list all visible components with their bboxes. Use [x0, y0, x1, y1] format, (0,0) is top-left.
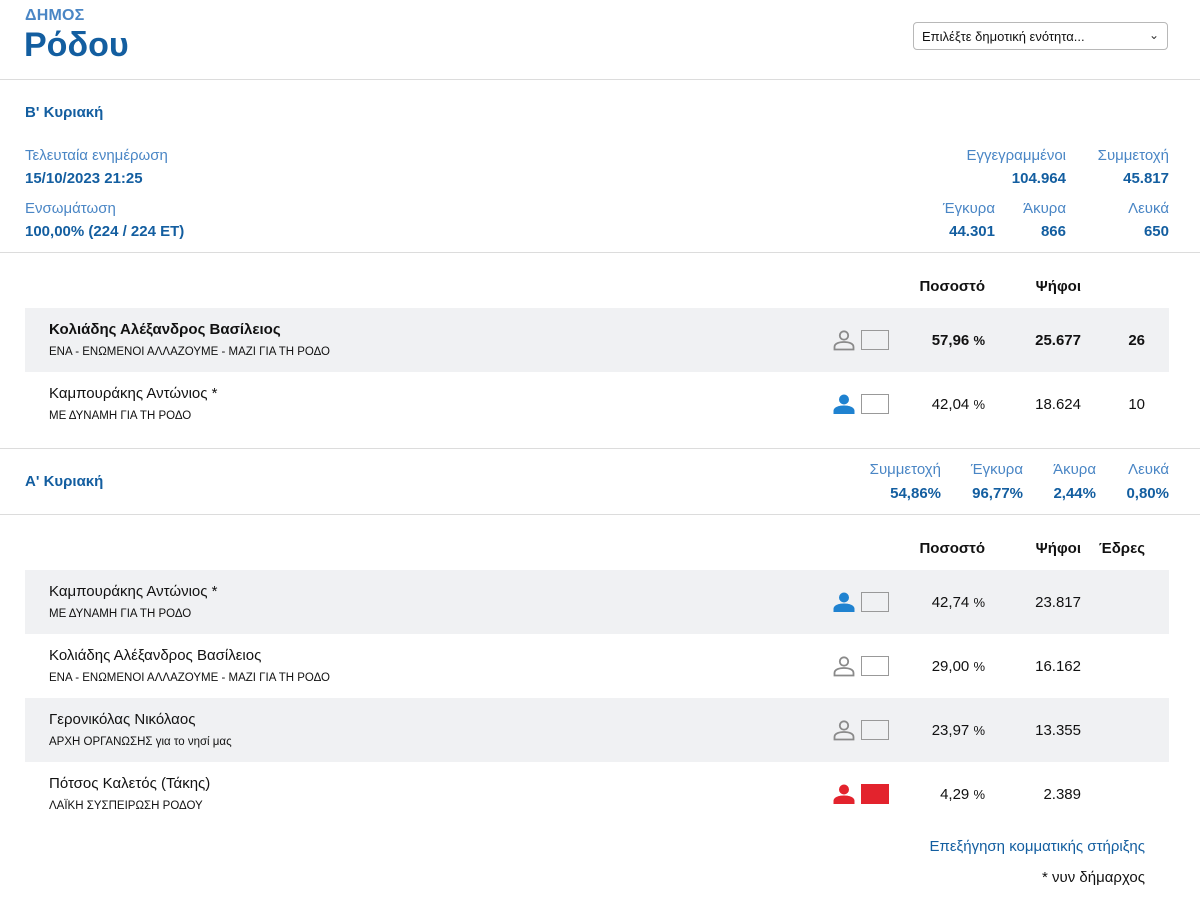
candidate-name: Καμπουράκης Αντώνιος *	[49, 583, 218, 600]
municipality-label: ΔΗΜΟΣ	[25, 7, 85, 24]
candidate-name: Γερονικόλας Νικόλαος	[49, 711, 196, 728]
blank-value: 650	[1143, 223, 1169, 240]
divider	[0, 252, 1200, 253]
registered-label: Εγγεγραμμένοι	[966, 147, 1066, 164]
seat-count: 10	[1128, 396, 1145, 413]
blank-label: Λευκά	[1128, 200, 1169, 217]
percent-value: 23,97	[931, 722, 970, 739]
page-title: Ρόδου	[24, 26, 129, 64]
party-color-swatch	[861, 330, 889, 350]
vote-percent: 42,74 %	[932, 594, 985, 611]
percent-unit: %	[973, 397, 985, 412]
candidate-name: Κολιάδης Αλέξανδρος Βασίλειος	[49, 321, 281, 338]
vote-percent: 29,00 %	[932, 658, 985, 675]
table-row[interactable]: Κολιάδης Αλέξανδρος Βασίλειος ΕΝΑ - ΕΝΩΜ…	[25, 308, 1169, 372]
party-name: ΜΕ ΔΥΝΑΜΗ ΓΙΑ ΤΗ ΡΟΔΟ	[49, 410, 192, 422]
person-outline-icon	[833, 330, 855, 351]
page-header: ΔΗΜΟΣ Ρόδου Επιλέξτε δημοτική ενότητα...…	[0, 0, 1200, 80]
party-color-swatch	[861, 784, 889, 804]
chevron-down-icon: ⌄	[1148, 28, 1159, 42]
percent-unit: %	[973, 595, 985, 610]
percent-value: 4,29	[940, 786, 970, 803]
party-name: ΜΕ ΔΥΝΑΜΗ ΓΙΑ ΤΗ ΡΟΔΟ	[49, 608, 192, 620]
vote-count: 13.355	[1035, 722, 1081, 739]
invalid-label: Άκυρα	[1023, 200, 1066, 217]
seat-count: 26	[1128, 332, 1145, 349]
invalid-value: 2,44%	[1053, 485, 1096, 502]
percent-unit: %	[973, 723, 985, 738]
column-header-votes: Ψήφοι	[1035, 540, 1081, 557]
vote-percent: 42,04 %	[932, 396, 985, 413]
party-color-swatch	[861, 394, 889, 414]
valid-value: 44.301	[949, 223, 995, 240]
table-row[interactable]: Κολιάδης Αλέξανδρος Βασίλειος ΕΝΑ - ΕΝΩΜ…	[25, 634, 1169, 698]
column-header-seats: Έδρες	[1098, 540, 1145, 557]
vote-percent: 57,96 %	[932, 332, 985, 349]
column-header-votes: Ψήφοι	[1035, 278, 1081, 295]
blank-label: Λευκά	[1128, 461, 1169, 478]
vote-count: 16.162	[1035, 658, 1081, 675]
percent-unit: %	[973, 787, 985, 802]
integration-label: Ενσωμάτωση	[25, 200, 116, 217]
table-row[interactable]: Καμπουράκης Αντώνιος * ΜΕ ΔΥΝΑΜΗ ΓΙΑ ΤΗ …	[25, 372, 1169, 436]
select-value: Επιλέξτε δημοτική ενότητα...	[922, 29, 1085, 44]
valid-label: Έγκυρα	[970, 461, 1023, 478]
person-filled-icon	[833, 592, 855, 612]
party-color-swatch	[861, 720, 889, 740]
incumbent-footnote: * νυν δήμαρχος	[1042, 869, 1145, 886]
last-update-value: 15/10/2023 21:25	[25, 170, 143, 187]
vote-count: 18.624	[1035, 396, 1081, 413]
party-name: ΕΝΑ - ΕΝΩΜΕΝΟΙ ΑΛΛΑΖΟΥΜΕ - ΜΑΖΙ ΓΙΑ ΤΗ Ρ…	[49, 672, 331, 684]
party-color-swatch	[861, 592, 889, 612]
blank-value: 0,80%	[1126, 485, 1169, 502]
invalid-value: 866	[1040, 223, 1066, 240]
percent-value: 42,74	[931, 594, 970, 611]
party-name: ΑΡΧΗ ΟΡΓΑΝΩΣΗΣ για το νησί μας	[49, 736, 232, 748]
table-row[interactable]: Πότσος Καλετός (Τάκης) ΛΑΪΚΗ ΣΥΣΠΕΙΡΩΣΗ …	[25, 762, 1169, 826]
divider	[0, 514, 1200, 515]
percent-unit: %	[973, 333, 985, 348]
vote-count: 23.817	[1035, 594, 1081, 611]
party-name: ΕΝΑ - ΕΝΩΜΕΝΟΙ ΑΛΛΑΖΟΥΜΕ - ΜΑΖΙ ΓΙΑ ΤΗ Ρ…	[49, 346, 331, 358]
percent-value: 29,00	[931, 658, 970, 675]
candidate-name: Καμπουράκης Αντώνιος *	[49, 385, 218, 402]
person-filled-icon	[833, 394, 855, 414]
divider	[0, 448, 1200, 449]
valid-value: 96,77%	[972, 485, 1023, 502]
turnout-value: 45.817	[1123, 170, 1169, 187]
turnout-value: 54,86%	[890, 485, 941, 502]
person-filled-red-icon	[833, 784, 855, 804]
column-header-percent: Ποσοστό	[919, 540, 985, 557]
person-outline-icon	[833, 720, 855, 741]
round-b-title: Β' Κυριακή	[25, 104, 104, 121]
valid-label: Έγκυρα	[942, 200, 995, 217]
vote-percent: 23,97 %	[932, 722, 985, 739]
percent-value: 57,96	[931, 332, 970, 349]
municipal-unit-select[interactable]: Επιλέξτε δημοτική ενότητα... ⌄	[913, 22, 1168, 50]
last-update-label: Τελευταία ενημέρωση	[25, 147, 168, 164]
candidate-name: Κολιάδης Αλέξανδρος Βασίλειος	[49, 647, 262, 664]
party-support-explanation-link[interactable]: Επεξήγηση κομματικής στήριξης	[929, 838, 1145, 855]
vote-count: 25.677	[1035, 332, 1081, 349]
vote-percent: 4,29 %	[940, 786, 985, 803]
turnout-label: Συμμετοχή	[1097, 147, 1169, 164]
party-name: ΛΑΪΚΗ ΣΥΣΠΕΙΡΩΣΗ ΡΟΔΟΥ	[49, 800, 203, 812]
table-row[interactable]: Καμπουράκης Αντώνιος * ΜΕ ΔΥΝΑΜΗ ΓΙΑ ΤΗ …	[25, 570, 1169, 634]
person-outline-icon	[833, 656, 855, 677]
percent-value: 42,04	[931, 396, 970, 413]
integration-value: 100,00% (224 / 224 ΕΤ)	[25, 223, 185, 240]
percent-unit: %	[973, 659, 985, 674]
table-row[interactable]: Γερονικόλας Νικόλαος ΑΡΧΗ ΟΡΓΑΝΩΣΗΣ για …	[25, 698, 1169, 762]
registered-value: 104.964	[1011, 170, 1066, 187]
party-color-swatch	[861, 656, 889, 676]
invalid-label: Άκυρα	[1053, 461, 1096, 478]
turnout-label: Συμμετοχή	[869, 461, 941, 478]
column-header-percent: Ποσοστό	[919, 278, 985, 295]
round-a-title: Α' Κυριακή	[25, 473, 104, 490]
vote-count: 2.389	[1043, 786, 1081, 803]
candidate-name: Πότσος Καλετός (Τάκης)	[49, 775, 211, 792]
